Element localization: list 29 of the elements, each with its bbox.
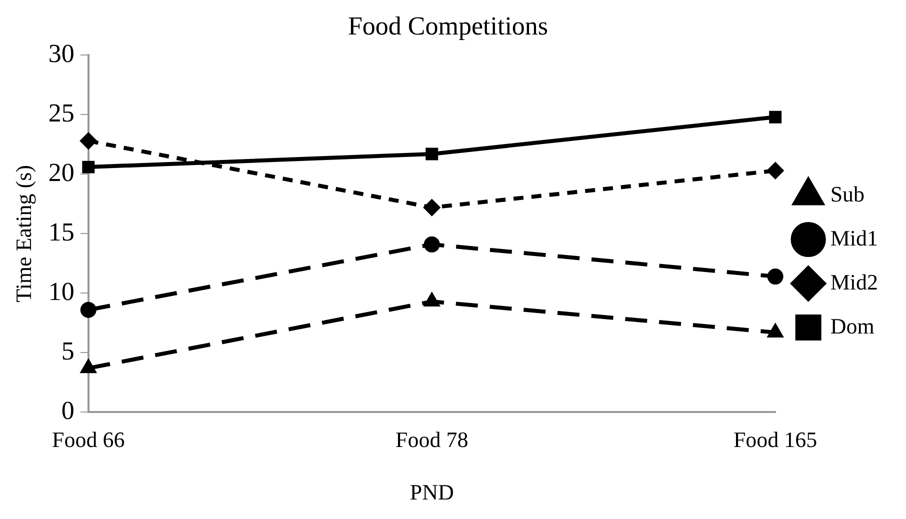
y-tick-label: 5 [61, 336, 74, 366]
y-tick-label: 20 [48, 158, 74, 188]
y-tick-label: 0 [61, 396, 74, 426]
point [768, 324, 783, 338]
point [424, 236, 440, 252]
x-tick-label: Food 66 [52, 427, 125, 452]
legend-label: Sub [830, 181, 865, 206]
point [426, 148, 438, 160]
y-tick-label: 30 [48, 39, 74, 68]
y-tick-label: 25 [48, 98, 74, 128]
legend-label: Mid2 [830, 269, 878, 294]
y-tick-label: 10 [48, 277, 74, 306]
point [80, 302, 96, 318]
point [424, 294, 440, 307]
legend-label: Dom [830, 313, 874, 338]
y-axis-title: Time Eating (s) [10, 165, 36, 302]
point [80, 132, 96, 149]
chart-title: Food Competitions [348, 11, 548, 40]
point [769, 110, 782, 124]
x-tick-label: Food 78 [395, 427, 468, 452]
x-axis-title: PND [410, 480, 454, 505]
y-tick-label: 15 [48, 218, 74, 247]
point [81, 360, 96, 374]
point [767, 162, 784, 179]
point [424, 200, 440, 216]
legend-label: Mid1 [830, 225, 878, 250]
x-tick-label: Food 165 [733, 427, 818, 452]
point [767, 268, 784, 285]
point [82, 160, 95, 174]
